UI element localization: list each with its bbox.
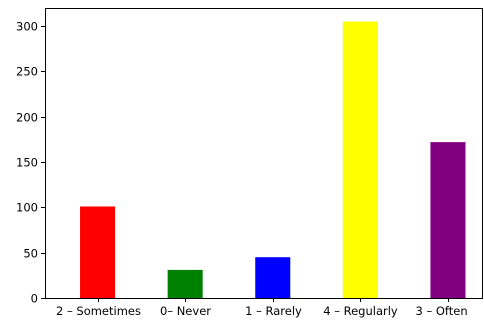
bar: [255, 257, 291, 298]
x-axis-ticks: 2 – Sometimes 0– Never 1 – Rarely 4 – Regul…: [56, 298, 468, 318]
plot-frame: [45, 8, 483, 299]
y-tick-label: 300: [16, 20, 38, 34]
y-tick-label: 0: [31, 292, 38, 306]
y-axis-ticks: 0 50 100 150 200 250 300: [16, 20, 45, 306]
bar: [430, 142, 466, 298]
y-tick-label: 50: [23, 247, 38, 261]
x-tick-label: 4 – Regularly: [323, 304, 398, 318]
bar: [167, 269, 203, 298]
bar: [80, 206, 116, 298]
bar: [342, 21, 378, 298]
x-tick-label: 3 – Often: [416, 304, 468, 318]
x-tick-label: 0– Never: [160, 304, 211, 318]
x-tick-label: 1 – Rarely: [245, 304, 302, 318]
x-tick-label: 2 – Sometimes: [56, 304, 141, 318]
y-tick-label: 200: [16, 111, 38, 125]
y-tick-label: 150: [16, 156, 38, 170]
bars: [80, 21, 466, 298]
y-tick-label: 100: [16, 201, 38, 215]
y-tick-label: 250: [16, 65, 38, 79]
